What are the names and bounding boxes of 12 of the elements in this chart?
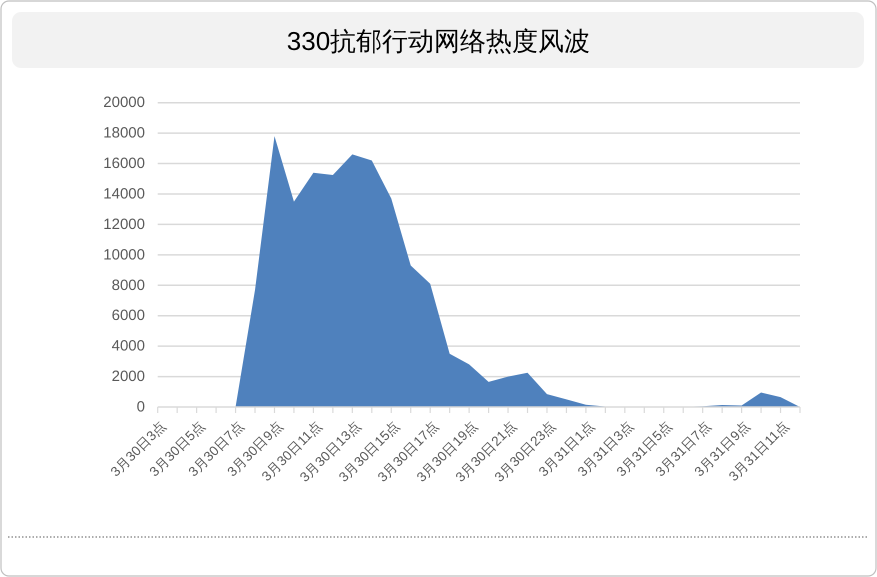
- y-tick-label: 8000: [112, 276, 145, 294]
- y-tick-label: 18000: [103, 124, 145, 142]
- y-tick-label: 0: [136, 398, 145, 416]
- y-tick-label: 12000: [103, 216, 145, 233]
- y-tick-label: 20000: [103, 94, 145, 112]
- y-tick-label: 10000: [103, 246, 145, 264]
- y-tick-label: 14000: [103, 185, 145, 202]
- chart-title: 330抗郁行动网络热度风波: [286, 26, 590, 56]
- y-tick-label: 2000: [112, 368, 145, 386]
- y-tick-label: 6000: [112, 307, 145, 324]
- y-tick-label: 4000: [112, 338, 145, 355]
- y-tick-label: 16000: [103, 155, 145, 172]
